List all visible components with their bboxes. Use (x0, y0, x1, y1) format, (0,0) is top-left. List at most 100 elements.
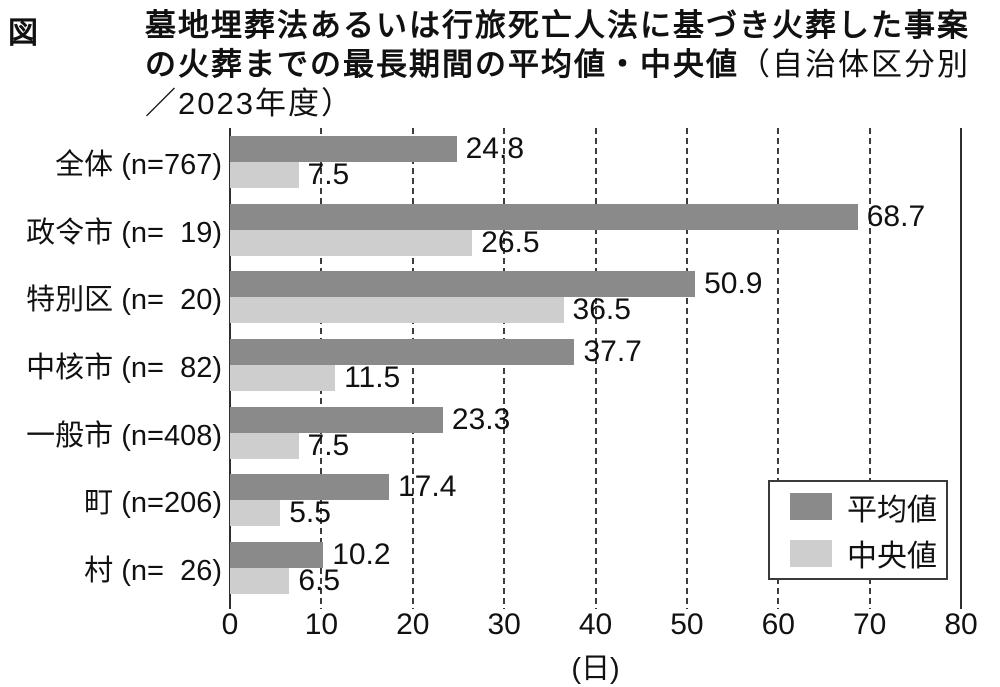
category-name: 特別区 (26, 284, 114, 317)
median-bar (230, 364, 336, 391)
median-value-label: 36.5 (572, 293, 631, 327)
category-n-suffix: ) (212, 284, 222, 317)
category-n-value: 20 (180, 284, 213, 317)
median-value-label: 26.5 (481, 225, 540, 259)
category-n-value: 206 (163, 487, 213, 520)
gridline-70 (868, 128, 871, 609)
bar-row-1: 68.7 26.5 (230, 196, 961, 264)
category-n-suffix: ) (212, 352, 222, 384)
category-label-2: 特別区 (n= 20) (26, 276, 222, 318)
mean-value-label: 50.9 (704, 267, 763, 301)
x-tick-60: 60 (761, 608, 795, 641)
mean-bar (230, 406, 443, 433)
x-tick-20: 20 (396, 608, 430, 641)
mean-value-label: 68.7 (866, 199, 926, 233)
category-n-suffix: ) (212, 148, 222, 181)
median-bar (230, 297, 564, 324)
mean-bar (230, 474, 389, 501)
category-label-6: 村 (n= 26) (84, 547, 222, 589)
legend: 平均値 中央値 (768, 480, 948, 580)
mean-value-label: 24.8 (465, 131, 524, 165)
bar-row-5: 17.4 5.5 (230, 467, 961, 535)
mean-swatch-icon (790, 493, 832, 521)
legend-entry-mean: 平均値 (790, 485, 946, 529)
mean-value-label: 10.2 (332, 538, 391, 572)
bar-row-2: 50.9 36.5 (230, 263, 961, 331)
median-bar (230, 229, 473, 256)
x-tick-0: 0 (221, 608, 239, 641)
gridline-50 (685, 128, 688, 609)
category-name: 町 (84, 487, 114, 520)
x-axis-ticks: 0 10 20 30 40 50 60 70 80 (222, 608, 978, 644)
mean-bar (230, 338, 575, 365)
median-value-label: 7.5 (307, 428, 350, 462)
category-n-value: 767 (163, 148, 213, 181)
category-n-prefix: (n= (113, 555, 164, 588)
plot-area: 平均値中央値 24.8 7.5 68.7 26.5 50.9 36.5 37.7 11.5 23… (229, 128, 962, 609)
figure-title: 墓地埋葬法あるいは行旅死亡人法に基づき火葬した事案の火葬までの最長期間の平均値・… (145, 6, 987, 123)
bar-row-6: 10.2 6.5 (230, 534, 961, 602)
mean-bar (230, 271, 696, 298)
figure-title-paren: （自治体区分別／2023年度） (145, 47, 970, 121)
median-value-label: 7.5 (307, 157, 350, 191)
category-label-1: 政令市 (n= 19) (26, 209, 222, 251)
median-swatch-icon (790, 539, 832, 567)
category-name: 政令市 (26, 216, 114, 249)
gridline-30 (503, 128, 506, 609)
legend-label-mean: 平均値 (847, 493, 937, 527)
figure-title-main: 墓地埋葬法あるいは行旅死亡人法に基づき火葬した事案の火葬までの最長期間の平均値・… (145, 8, 970, 82)
figure-label: 図 (8, 17, 38, 50)
median-bar (230, 432, 299, 459)
category-n-prefix: (n= (113, 487, 164, 520)
legend-label-median: 中央値 (847, 540, 937, 574)
category-n-value: 408 (163, 419, 213, 452)
x-tick-80: 80 (944, 608, 978, 641)
mean-value-label: 37.7 (583, 334, 642, 368)
mean-value-label: 17.4 (397, 470, 457, 504)
category-n-prefix: (n= (113, 284, 164, 317)
category-name: 全体 (55, 148, 114, 181)
category-n-suffix: ) (212, 555, 222, 588)
category-n-prefix: (n= (113, 352, 164, 384)
x-tick-70: 70 (852, 608, 887, 641)
median-value-label: 6.5 (298, 564, 341, 598)
x-tick-30: 30 (487, 608, 521, 641)
category-n-value: 19 (180, 216, 213, 249)
gridline-80 (960, 128, 962, 609)
median-value-label: 5.5 (289, 496, 331, 530)
gridline-20 (411, 128, 414, 609)
gridline-40 (594, 128, 597, 609)
x-tick-50: 50 (670, 608, 704, 641)
x-axis-label: (日) (571, 653, 620, 685)
category-n-suffix: ) (212, 487, 222, 520)
median-bar (230, 161, 299, 188)
category-name: 中核市 (26, 352, 114, 384)
category-n-value: 26 (180, 555, 213, 588)
x-tick-40: 40 (578, 608, 613, 641)
category-n-value: 82 (180, 352, 213, 384)
category-n-suffix: ) (212, 216, 222, 249)
bar-row-3: 37.7 11.5 (230, 331, 961, 399)
median-value-label: 11.5 (344, 360, 401, 394)
category-n-suffix: ) (212, 419, 222, 452)
category-label-4: 一般市 (n=408) (26, 412, 222, 454)
legend-entry-median: 中央値 (790, 531, 946, 575)
mean-bar (230, 542, 324, 569)
bar-row-0: 24.8 7.5 (230, 128, 961, 196)
category-n-prefix: (n= (113, 419, 164, 452)
gridline-60 (777, 128, 780, 609)
x-tick-10: 10 (304, 608, 339, 641)
category-n-prefix: (n= (113, 148, 164, 181)
category-label-5: 町 (n=206) (84, 479, 222, 521)
median-bar (230, 568, 290, 595)
mean-value-label: 23.3 (451, 402, 511, 436)
mean-bar (230, 203, 858, 230)
bar-row-4: 23.3 7.5 (230, 399, 961, 467)
category-n-prefix: (n= (113, 216, 164, 249)
mean-bar (230, 135, 457, 162)
category-name: 一般市 (26, 419, 114, 452)
category-name: 村 (84, 555, 114, 588)
category-label-3: 中核市 (n= 82) (26, 344, 222, 386)
median-bar (230, 500, 281, 527)
category-labels: 全体 (n=767) 政令市 (n= 19) 特別区 (n= 20) 中核市 (n= 82)… (0, 128, 222, 602)
